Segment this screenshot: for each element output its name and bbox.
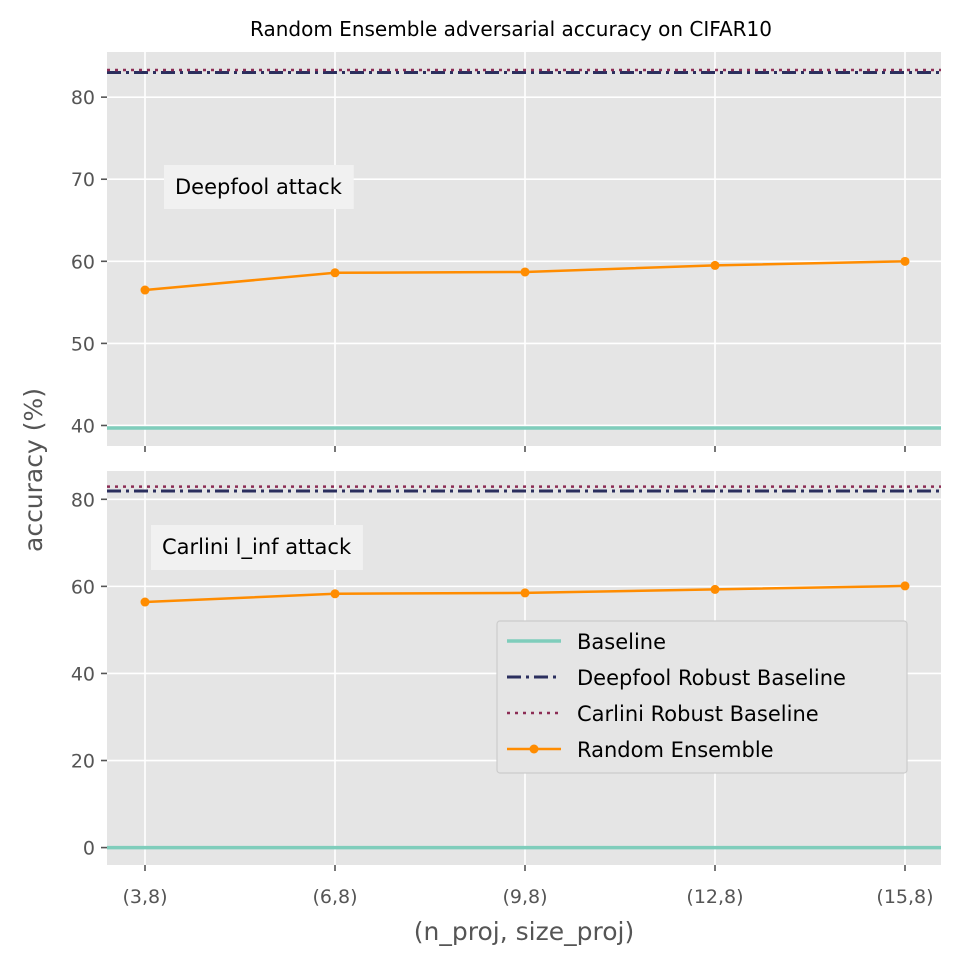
y-tick-label: 80 — [71, 87, 95, 109]
x-tick-label: (3,8) — [122, 886, 167, 908]
data-point — [900, 581, 910, 591]
panel-annotation: Deepfool attack — [175, 175, 343, 199]
y-axis-label: accuracy (%) — [19, 388, 48, 552]
x-axis-label: (n_proj, size_proj) — [414, 917, 634, 946]
plot-area — [107, 52, 941, 446]
legend-entry: Carlini Robust Baseline — [507, 702, 819, 726]
y-tick-label: 0 — [83, 838, 95, 860]
data-point — [710, 260, 720, 270]
x-tick-label: (15,8) — [876, 886, 933, 908]
data-point — [520, 267, 530, 277]
y-tick-label: 40 — [71, 415, 95, 437]
series-random-ensemble — [140, 581, 910, 607]
legend-frame — [496, 620, 908, 774]
chart-title: Random Ensemble adversarial accuracy on … — [250, 17, 772, 41]
y-tick-label: 40 — [71, 663, 95, 685]
legend: Baseline Deepfool Robust Baseline Carlini … — [496, 620, 908, 774]
data-point — [140, 285, 150, 295]
y-tick-label: 20 — [71, 751, 95, 773]
legend-entry: Baseline — [507, 630, 666, 654]
y-tick-label: 70 — [71, 169, 95, 191]
y-tick-label: 50 — [71, 333, 95, 355]
x-tick-label: (6,8) — [312, 886, 357, 908]
data-point — [900, 256, 910, 266]
panel-1: 40 50 60 70 80 Deepfool attack — [71, 52, 941, 452]
legend-marker — [529, 744, 539, 754]
legend-label: Baseline — [577, 630, 666, 654]
legend-label: Carlini Robust Baseline — [577, 702, 819, 726]
y-tick-label: 80 — [71, 489, 95, 511]
data-point — [330, 589, 340, 599]
legend-label: Deepfool Robust Baseline — [577, 666, 846, 690]
annotation-box — [151, 525, 363, 570]
annotation-box — [164, 165, 354, 209]
series-random-ensemble — [140, 256, 910, 295]
panel-annotation: Carlini l_inf attack — [162, 535, 352, 560]
legend-entry: Random Ensemble — [507, 738, 774, 762]
data-point — [710, 584, 720, 594]
y-tick-label: 60 — [71, 251, 95, 273]
x-tick-label: (9,8) — [502, 886, 547, 908]
x-tick-label: (12,8) — [686, 886, 743, 908]
data-point — [520, 588, 530, 598]
data-point — [330, 268, 340, 278]
data-point — [140, 597, 150, 607]
y-tick-label: 60 — [71, 576, 95, 598]
legend-label: Random Ensemble — [577, 738, 774, 762]
legend-entry: Deepfool Robust Baseline — [507, 666, 846, 690]
chart-panels: 40 50 60 70 80 Deepfool attack (3,8) (6,8) (9,8)… — [71, 52, 941, 908]
